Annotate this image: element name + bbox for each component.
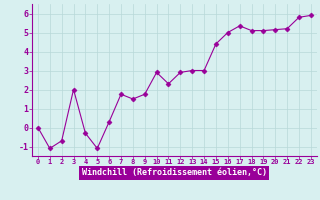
X-axis label: Windchill (Refroidissement éolien,°C): Windchill (Refroidissement éolien,°C) (82, 168, 267, 177)
